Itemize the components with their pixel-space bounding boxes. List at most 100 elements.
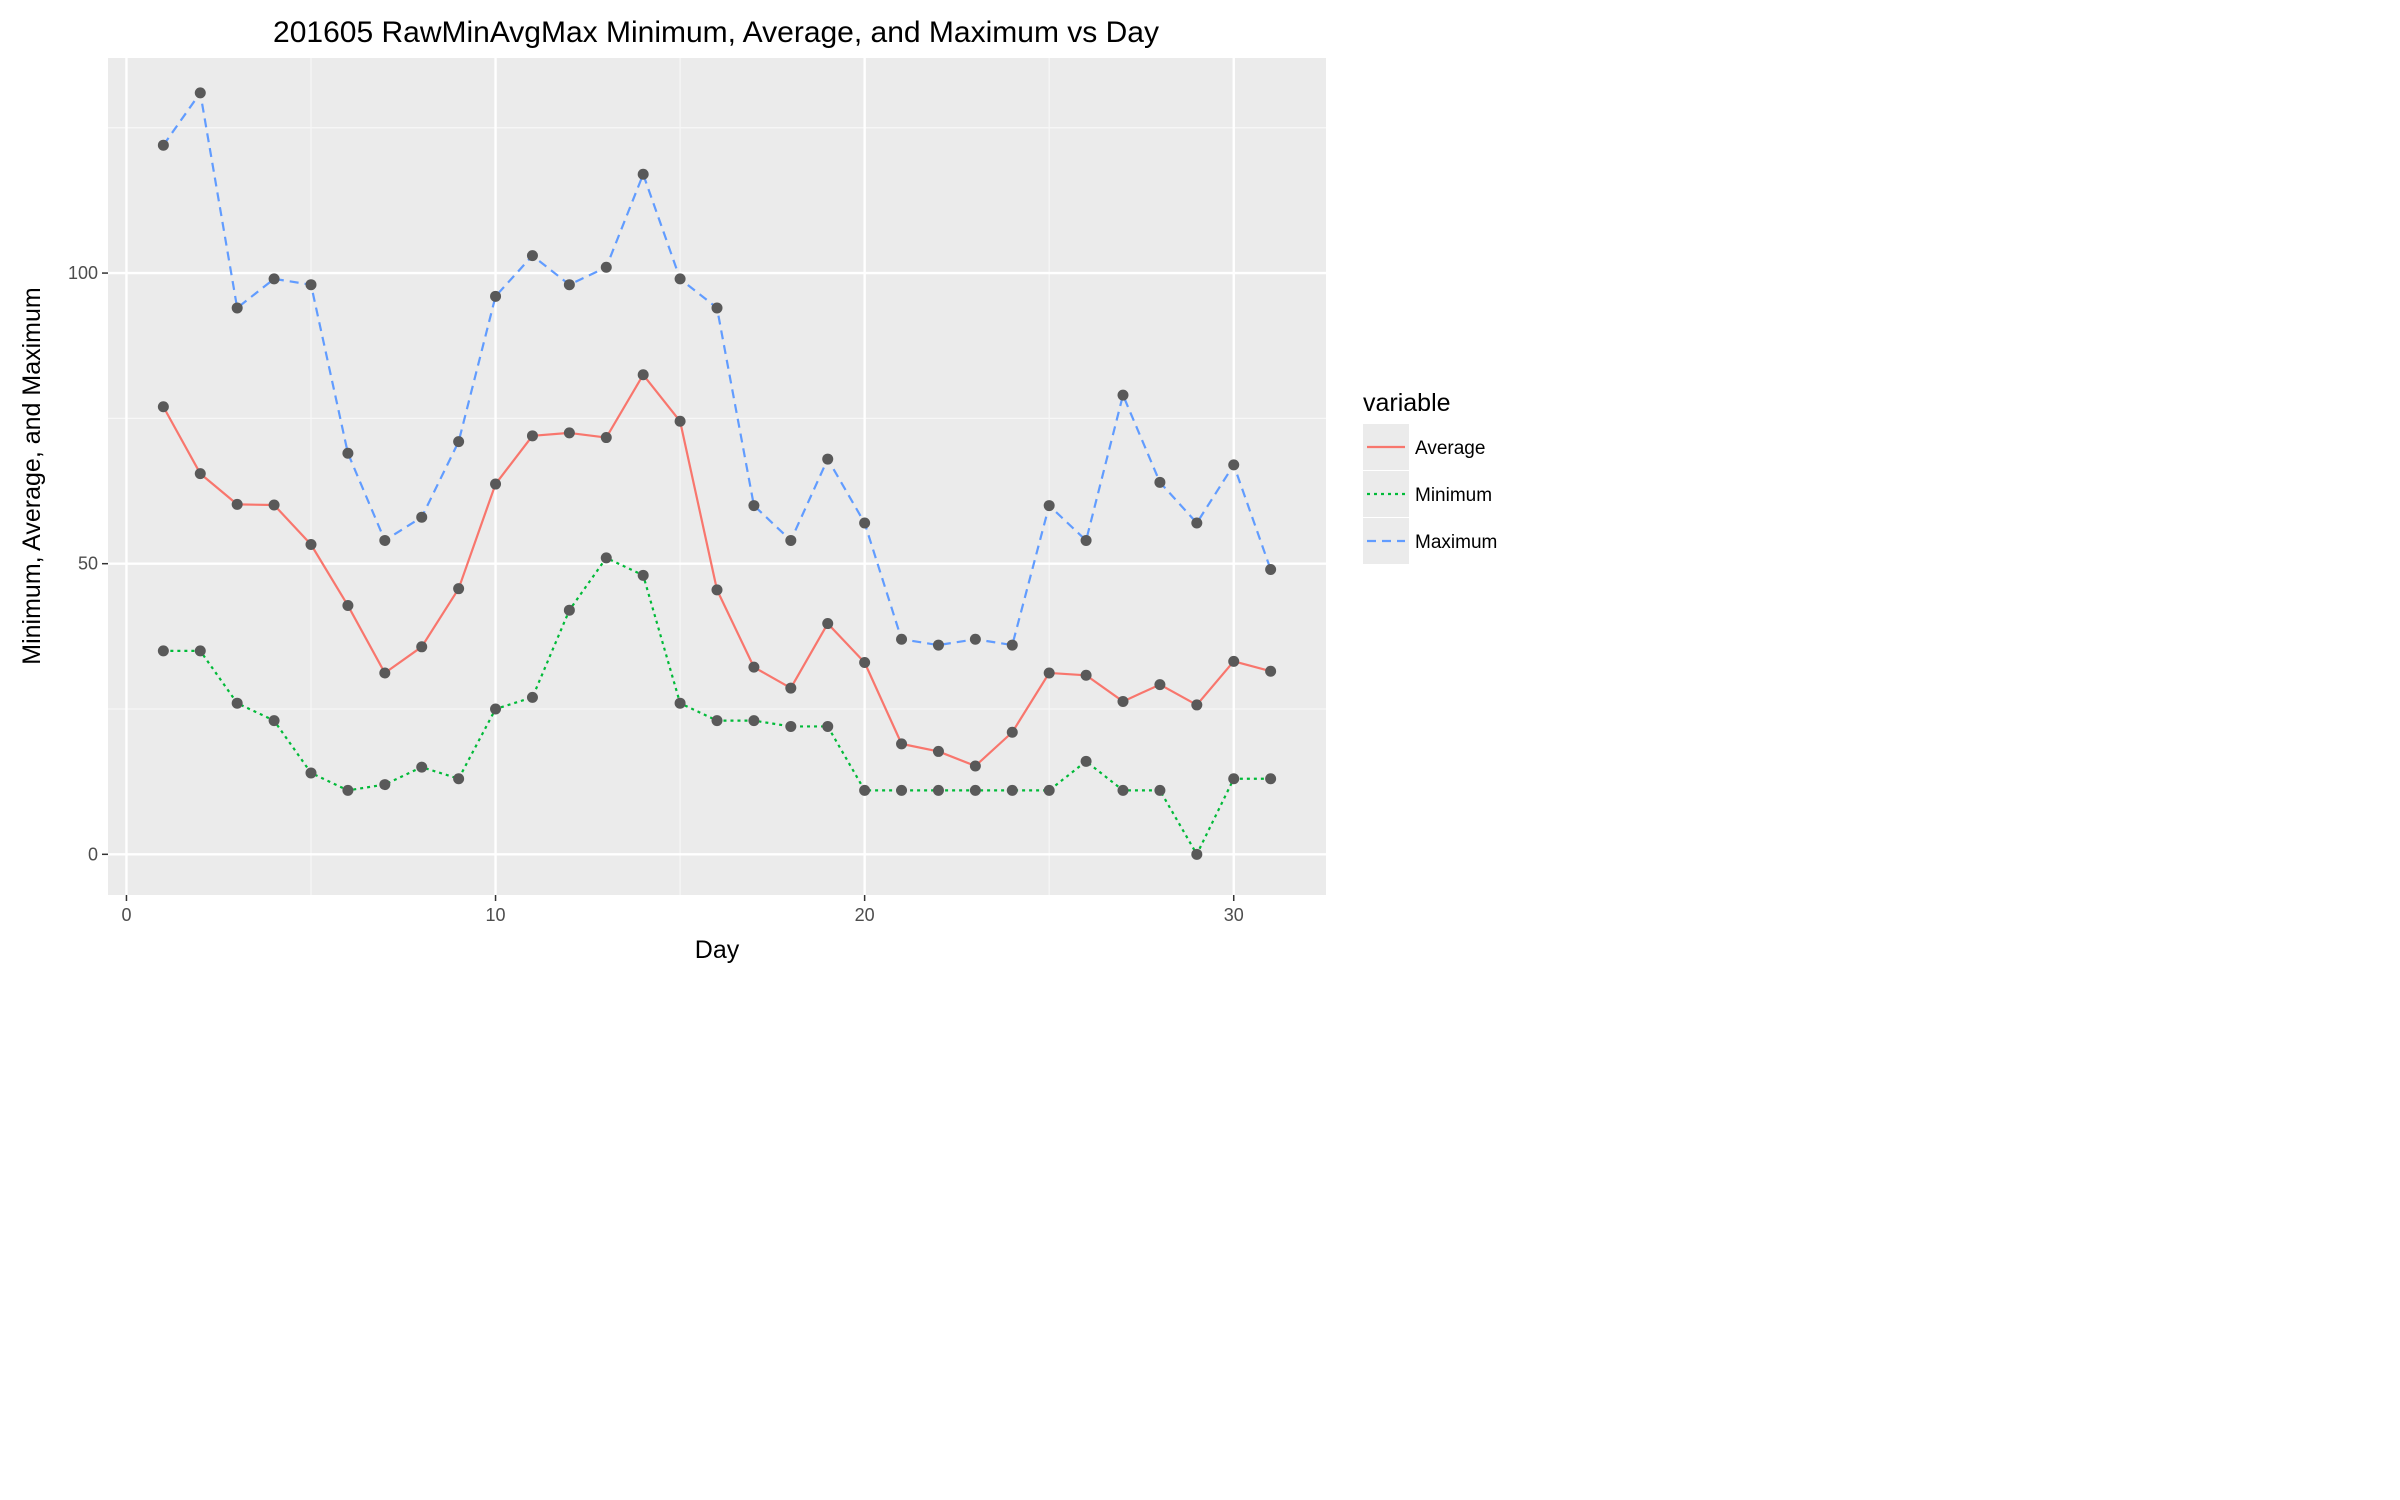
data-point-minimum bbox=[600, 552, 612, 564]
data-point-maximum bbox=[748, 500, 760, 512]
data-point-maximum bbox=[157, 139, 169, 151]
data-point-average bbox=[785, 682, 797, 694]
data-point-minimum bbox=[859, 784, 871, 796]
y-tick-label: 0 bbox=[88, 844, 98, 864]
data-point-minimum bbox=[748, 715, 760, 727]
major-gridlines bbox=[108, 58, 1326, 895]
data-point-maximum bbox=[1154, 476, 1166, 488]
data-point-minimum bbox=[1265, 773, 1277, 785]
data-point-maximum bbox=[785, 534, 797, 546]
data-point-maximum bbox=[268, 273, 280, 285]
data-point-average bbox=[490, 478, 502, 490]
data-point-average bbox=[600, 432, 612, 444]
legend-title: variable bbox=[1363, 389, 1451, 417]
data-point-minimum bbox=[822, 720, 834, 732]
data-point-maximum bbox=[1265, 564, 1277, 575]
data-point-minimum bbox=[490, 703, 502, 715]
data-point-average bbox=[896, 738, 908, 750]
data-point-maximum bbox=[490, 290, 502, 302]
data-point-minimum bbox=[969, 784, 981, 796]
plot-panel bbox=[108, 58, 1326, 895]
data-point-minimum bbox=[785, 720, 797, 732]
x-tick-label: 10 bbox=[486, 905, 506, 925]
data-point-average bbox=[231, 498, 243, 510]
data-point-minimum bbox=[157, 645, 169, 657]
data-point-average bbox=[379, 667, 391, 679]
data-point-maximum bbox=[1043, 500, 1055, 512]
data-point-minimum bbox=[896, 784, 908, 796]
data-point-minimum bbox=[1154, 784, 1166, 796]
data-point-minimum bbox=[1043, 784, 1055, 796]
legend-key-minimum bbox=[1363, 471, 1409, 517]
data-point-minimum bbox=[305, 767, 317, 779]
data-point-average bbox=[1006, 726, 1018, 738]
data-point-minimum bbox=[453, 773, 465, 785]
data-point-average bbox=[1228, 655, 1240, 667]
data-point-minimum bbox=[637, 569, 649, 581]
y-axis: 0 50 100 bbox=[68, 263, 108, 864]
legend: variable Average Minimum Maximum bbox=[1363, 389, 1497, 564]
legend-label-average: Average bbox=[1415, 438, 1485, 459]
data-point-maximum bbox=[896, 633, 908, 645]
data-point-maximum bbox=[600, 261, 612, 273]
legend-label-minimum: Minimum bbox=[1415, 485, 1492, 506]
chart: 201605 RawMinAvgMax Minimum, Average, an… bbox=[18, 16, 1497, 964]
data-point-average bbox=[194, 468, 206, 480]
data-point-average bbox=[1080, 669, 1092, 681]
data-point-maximum bbox=[526, 250, 538, 262]
data-point-maximum bbox=[1006, 639, 1018, 651]
data-point-maximum bbox=[1191, 517, 1203, 529]
data-point-maximum bbox=[416, 511, 428, 523]
data-point-maximum bbox=[1117, 389, 1129, 401]
data-point-minimum bbox=[194, 645, 206, 657]
data-point-average bbox=[637, 369, 649, 381]
minor-gridlines bbox=[108, 58, 1326, 895]
y-axis-title: Minimum, Average, and Maximum bbox=[18, 287, 46, 664]
data-point-maximum bbox=[932, 639, 944, 651]
data-point-minimum bbox=[526, 691, 538, 703]
data-point-maximum bbox=[305, 279, 317, 291]
data-point-maximum bbox=[711, 302, 723, 314]
data-point-average bbox=[969, 760, 981, 772]
x-tick-label: 30 bbox=[1224, 905, 1244, 925]
data-point-maximum bbox=[563, 279, 575, 291]
data-point-maximum bbox=[379, 534, 391, 546]
data-points bbox=[157, 87, 1277, 860]
data-point-average bbox=[157, 401, 169, 413]
data-point-minimum bbox=[1191, 848, 1203, 860]
data-point-maximum bbox=[637, 168, 649, 180]
y-tick-label: 100 bbox=[68, 263, 98, 283]
data-point-average bbox=[859, 657, 871, 668]
data-point-maximum bbox=[231, 302, 243, 314]
data-point-minimum bbox=[1228, 773, 1240, 785]
x-tick-label: 20 bbox=[855, 905, 875, 925]
data-point-average bbox=[1265, 665, 1277, 677]
data-point-minimum bbox=[711, 715, 723, 727]
data-point-average bbox=[416, 641, 428, 653]
legend-label-maximum: Maximum bbox=[1415, 532, 1497, 553]
data-point-minimum bbox=[563, 604, 575, 616]
data-point-maximum bbox=[674, 273, 686, 285]
data-point-maximum bbox=[453, 436, 465, 448]
data-point-average bbox=[268, 499, 280, 511]
data-point-maximum bbox=[342, 447, 354, 459]
chart-title: 201605 RawMinAvgMax Minimum, Average, an… bbox=[273, 16, 1159, 49]
data-point-average bbox=[822, 618, 834, 630]
data-point-average bbox=[1117, 695, 1129, 707]
data-point-average bbox=[563, 427, 575, 439]
data-point-maximum bbox=[194, 87, 206, 99]
data-point-minimum bbox=[1006, 784, 1018, 796]
data-point-average bbox=[674, 415, 686, 427]
data-point-minimum bbox=[932, 784, 944, 796]
data-point-average bbox=[1043, 667, 1055, 679]
data-point-maximum bbox=[822, 453, 834, 465]
data-point-average bbox=[932, 745, 944, 757]
data-point-maximum bbox=[1228, 459, 1240, 471]
data-point-average bbox=[1154, 679, 1166, 691]
data-point-maximum bbox=[969, 633, 981, 645]
data-point-minimum bbox=[268, 715, 280, 727]
data-point-minimum bbox=[231, 697, 243, 709]
data-point-average bbox=[1191, 699, 1203, 711]
data-point-average bbox=[526, 430, 538, 442]
x-axis: 0 10 20 30 bbox=[121, 895, 1244, 925]
